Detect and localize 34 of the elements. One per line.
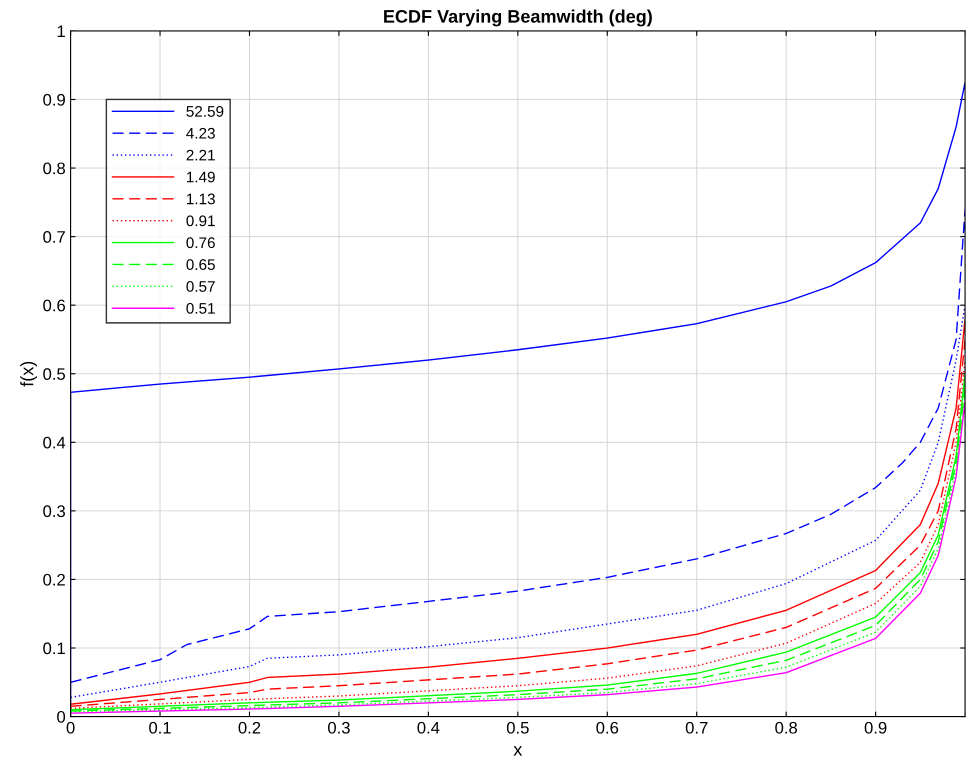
x-tick-label: 0 (66, 722, 75, 734)
x-tick-label: 0.3 (328, 722, 350, 734)
x-axis-title: x (514, 746, 522, 756)
y-tick-label: 0.5 (43, 368, 66, 380)
y-tick-label: 0.6 (43, 300, 65, 312)
y-tick-label: 0.8 (43, 162, 66, 174)
y-tick-label: 0.3 (43, 505, 65, 518)
legend-label: 52.59 (186, 106, 224, 117)
y-tick-label: 0.4 (43, 436, 66, 449)
legend-label: 0.76 (186, 237, 215, 248)
legend-label: 0.57 (186, 281, 215, 292)
legend-label: 1.49 (186, 172, 215, 182)
y-tick-label: 0.9 (43, 94, 65, 106)
y-tick-label: 0.2 (43, 574, 65, 586)
x-tick-label: 0.4 (417, 722, 440, 734)
y-tick-label: 0.7 (43, 231, 65, 243)
legend-label: 0.91 (186, 215, 215, 226)
legend-label: 0.65 (186, 259, 215, 270)
legend-label: 4.23 (186, 128, 215, 139)
y-tick-label: 1 (58, 25, 65, 37)
x-tick-label: 0.7 (686, 722, 708, 734)
x-tick-label: 0.2 (238, 722, 260, 734)
legend-label: 0.51 (186, 302, 215, 314)
x-tick-label: 0.8 (775, 722, 798, 734)
y-tick-label: 0 (57, 710, 66, 723)
chart-title: ECDF Varying Beamwidth (deg) (384, 10, 652, 26)
x-tick-label: 0.1 (149, 722, 171, 734)
legend-label: 1.13 (186, 194, 215, 204)
y-tick-label: 0.1 (43, 642, 65, 654)
x-tick-label: 0.6 (596, 722, 618, 734)
x-tick-label: 0.5 (506, 722, 529, 734)
x-tick-label: 0.9 (864, 722, 886, 734)
y-axis-title: f(x) (20, 362, 37, 387)
legend-label: 2.21 (186, 150, 215, 160)
